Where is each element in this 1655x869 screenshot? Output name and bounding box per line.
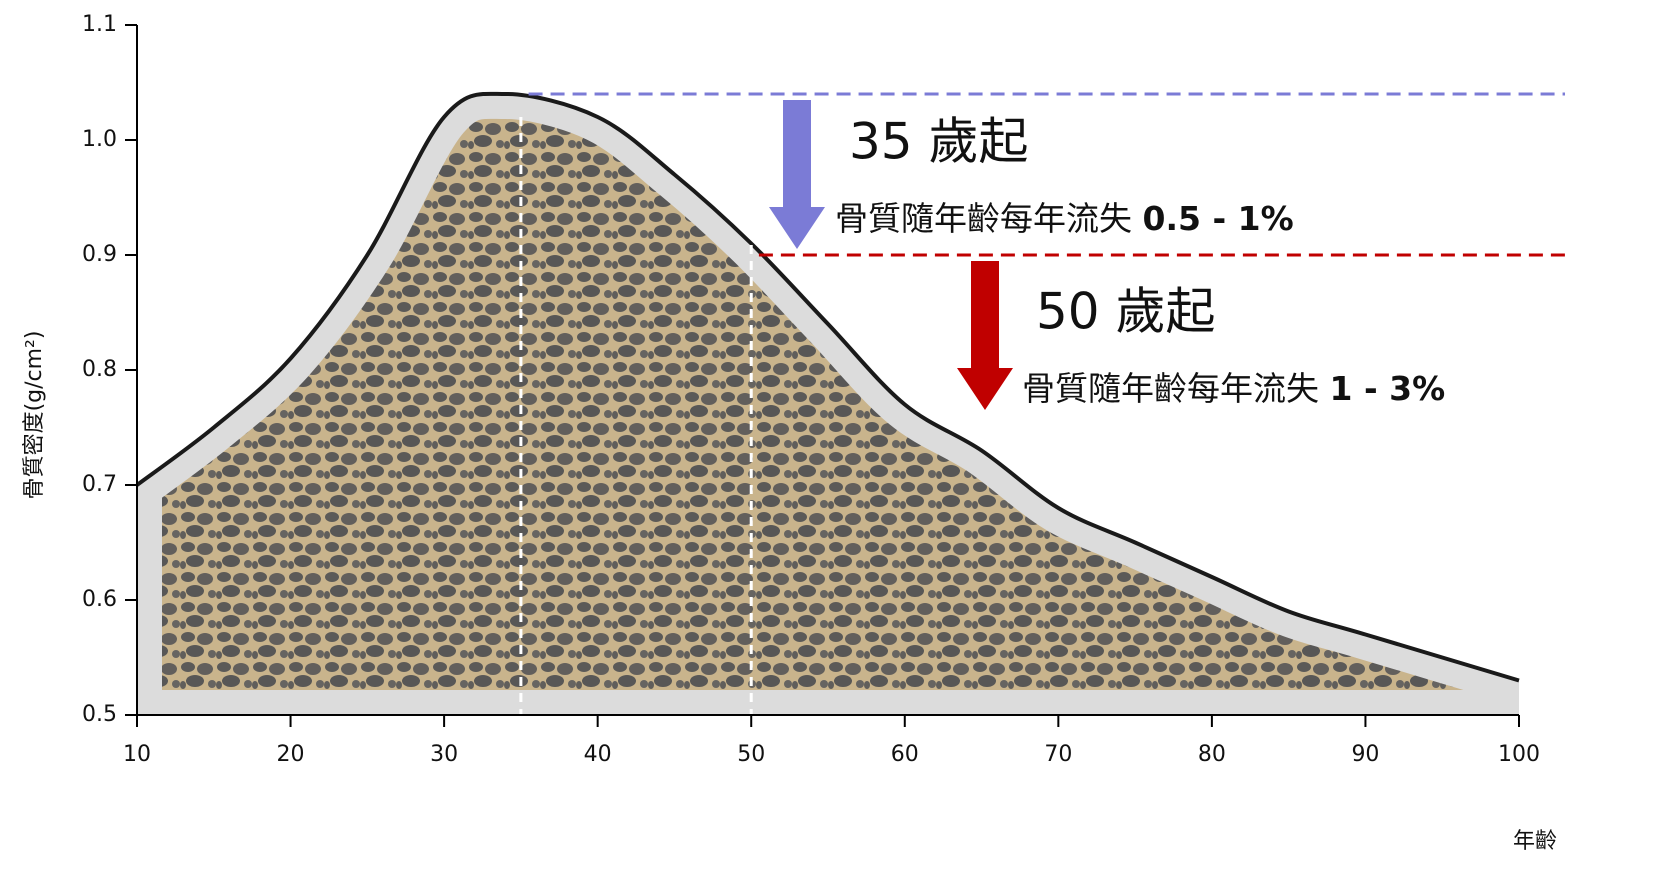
x-tick-label: 50 [737,742,765,767]
y-tick-label: 0.8 [82,357,117,382]
annotation-rate: 0.5 - 1% [1143,199,1294,238]
x-axis-label: 年齡 [1513,829,1557,854]
x-tick-label: 90 [1351,742,1379,767]
x-tick-label: 10 [123,742,151,767]
y-tick-label: 1.1 [82,12,117,37]
chart: 骨質密度(g/cm²) 年齡 0.5 0.6 0.7 0.8 0.9 1.0 1.1 10 20… [0,0,1655,869]
annotation-label: 骨質隨年齡每年流失 [1022,369,1319,408]
x-tick-label: 80 [1198,742,1226,767]
y-tick-label: 0.7 [82,472,117,497]
arrow [769,100,825,249]
x-tick-label: 20 [277,742,305,767]
annotation-rate: 1 - 3% [1330,369,1446,408]
x-tick-label: 40 [584,742,612,767]
x-tick-label: 70 [1044,742,1072,767]
y-tick-label: 0.9 [82,242,117,267]
x-tick-label: 60 [891,742,919,767]
annotation-label: 骨質隨年齡每年流失 [835,199,1132,238]
x-tick-label: 30 [430,742,458,767]
annotation-heading: 35 歲起 [849,113,1029,171]
y-tick-label: 0.5 [82,702,117,727]
x-tick-label: 100 [1498,742,1540,767]
page: 骨質密度(g/cm²) 年齡 0.5 0.6 0.7 0.8 0.9 1.0 1.1 10 20… [0,0,1655,869]
annotation-heading: 50 歲起 [1036,283,1216,341]
annotation-text: 骨質隨年齡每年流失 0.5 - 1% [835,199,1294,238]
annotation-text: 骨質隨年齡每年流失 1 - 3% [1022,369,1445,408]
y-tick-label: 0.6 [82,587,117,612]
arrow [957,261,1013,410]
y-axis-label: 骨質密度(g/cm²) [22,331,47,500]
y-tick-label: 1.0 [82,127,117,152]
